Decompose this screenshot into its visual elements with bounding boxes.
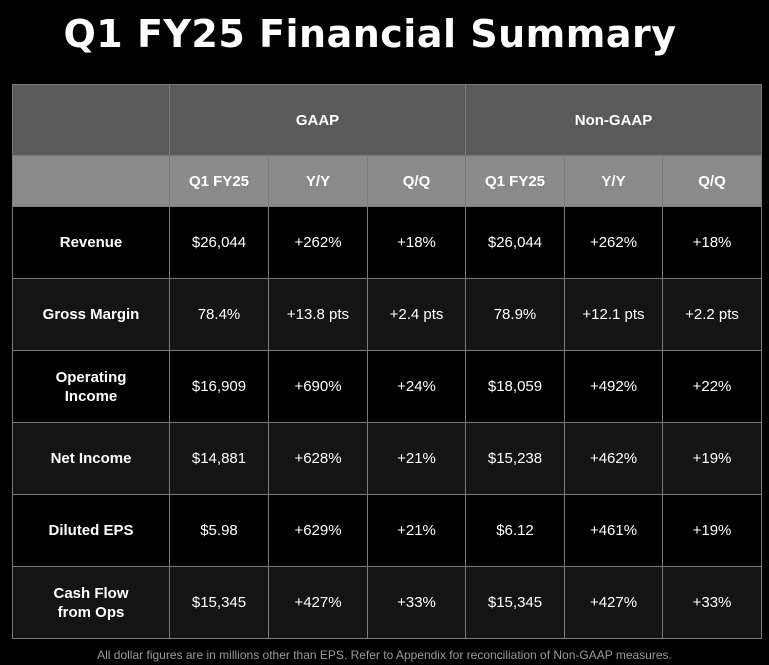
table-cell: $15,345 (169, 566, 269, 639)
group-header-row: GAAP Non-GAAP (12, 84, 763, 156)
table-cell: +628% (268, 422, 368, 495)
table-cell: +21% (367, 422, 466, 495)
table-cell: $15,345 (465, 566, 565, 639)
table-cell: +462% (564, 422, 663, 495)
table-cell: +24% (367, 350, 466, 423)
table-cell: +21% (367, 494, 466, 567)
column-header: Q/Q (661, 155, 763, 207)
table-row: Revenue $26,044 +262% +18% $26,044 +262%… (12, 206, 763, 279)
footnote: All dollar figures are in millions other… (97, 648, 672, 662)
column-header: Q/Q (367, 155, 466, 207)
row-label: Cash Flow from Ops (12, 566, 170, 639)
table-cell: $26,044 (465, 206, 565, 279)
row-label: Revenue (12, 206, 170, 279)
table-cell: +461% (564, 494, 663, 567)
table-cell: 78.4% (169, 278, 269, 351)
column-header-row: Q1 FY25 Y/Y Q/Q Q1 FY25 Y/Y Q/Q (12, 155, 763, 207)
table-cell: +18% (661, 206, 763, 279)
table-cell: +262% (564, 206, 663, 279)
table-cell: +18% (367, 206, 466, 279)
table-cell: +33% (661, 566, 763, 639)
header-corner (12, 84, 170, 156)
table-cell: +19% (661, 494, 763, 567)
column-header: Q1 FY25 (169, 155, 269, 207)
column-header: Y/Y (564, 155, 663, 207)
financial-summary-table: GAAP Non-GAAP Q1 FY25 Y/Y Q/Q Q1 FY25 Y/… (12, 84, 763, 639)
table-cell: $18,059 (465, 350, 565, 423)
table-cell: +492% (564, 350, 663, 423)
table-cell: +2.2 pts (661, 278, 763, 351)
table-cell: $26,044 (169, 206, 269, 279)
table-cell: $5.98 (169, 494, 269, 567)
table-cell: +427% (268, 566, 368, 639)
table-cell: +22% (661, 350, 763, 423)
table-cell: +12.1 pts (564, 278, 663, 351)
table-cell: +2.4 pts (367, 278, 466, 351)
column-header: Y/Y (268, 155, 368, 207)
table-cell: +629% (268, 494, 368, 567)
page-title: Q1 FY25 Financial Summary (63, 12, 677, 56)
table-cell: $6.12 (465, 494, 565, 567)
table-row: Net Income $14,881 +628% +21% $15,238 +4… (12, 422, 763, 495)
table-cell: +13.8 pts (268, 278, 368, 351)
table-cell: +33% (367, 566, 466, 639)
table-row: Gross Margin 78.4% +13.8 pts +2.4 pts 78… (12, 278, 763, 351)
table-row: Cash Flow from Ops $15,345 +427% +33% $1… (12, 566, 763, 639)
table-cell: +262% (268, 206, 368, 279)
table-row: Diluted EPS $5.98 +629% +21% $6.12 +461%… (12, 494, 763, 567)
table-cell: +690% (268, 350, 368, 423)
column-header: Q1 FY25 (465, 155, 565, 207)
group-header-gaap: GAAP (169, 84, 466, 156)
group-header-non-gaap: Non-GAAP (464, 84, 763, 156)
table-cell: +427% (564, 566, 663, 639)
table-row: Operating Income $16,909 +690% +24% $18,… (12, 350, 763, 423)
row-label: Diluted EPS (12, 494, 170, 567)
table-cell: 78.9% (465, 278, 565, 351)
row-label: Gross Margin (12, 278, 170, 351)
table-cell: +19% (661, 422, 763, 495)
row-label: Net Income (12, 422, 170, 495)
row-label: Operating Income (12, 350, 170, 423)
table-cell: $14,881 (169, 422, 269, 495)
subheader-corner (12, 155, 170, 207)
table-cell: $15,238 (465, 422, 565, 495)
table-cell: $16,909 (169, 350, 269, 423)
